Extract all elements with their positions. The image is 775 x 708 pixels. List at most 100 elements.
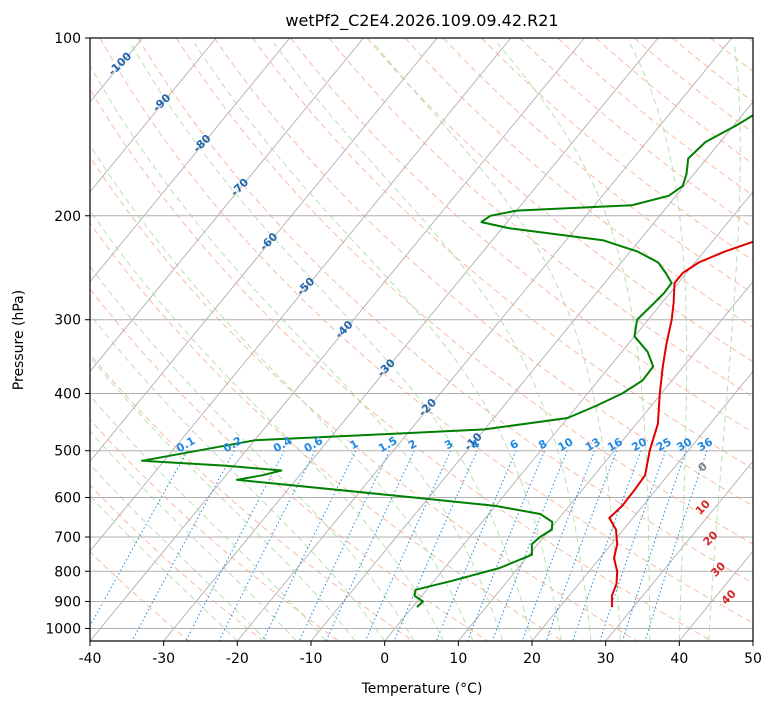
chart-title: wetPf2_C2E4.2026.109.09.42.R21 [285, 11, 558, 31]
moist-adiabat [708, 43, 741, 641]
mixing-ratio-line [185, 450, 285, 641]
line-labels: 0.1 0.2 0.4 0.6 1 1.5 2 3 4 6 8 10 13 16 20 25 30 36-100-… [106, 49, 739, 607]
x-tick-label: 10 [449, 651, 467, 667]
moist-adiabat [90, 430, 297, 641]
isotherm-line [90, 38, 585, 641]
mixing-ratio-label: 10 [556, 435, 576, 454]
mixing-ratio-label: 1.5 [376, 434, 399, 455]
y-tick-label: 300 [54, 313, 81, 329]
mixing-ratio-line [621, 450, 687, 641]
y-tick-label: 400 [54, 387, 81, 403]
dry-adiabat [366, 38, 753, 363]
x-axis-label: Temperature (°C) [361, 681, 483, 697]
dry-adiabat [213, 38, 753, 507]
x-tick-label: 20 [523, 651, 541, 667]
plot-frame [89, 37, 754, 642]
moist-adiabat [90, 144, 474, 641]
dry-adiabat [90, 288, 488, 641]
mixing-ratio-line [521, 450, 596, 641]
mixing-ratio-line [131, 450, 235, 641]
isotherm-line [90, 38, 512, 552]
isotherm-line [384, 191, 753, 641]
mixing-ratio-line [325, 450, 415, 641]
x-ticks: -40 -30 -20 -10 0 10 20 30 40 50 [79, 641, 762, 667]
x-tick-label: 30 [597, 651, 615, 667]
background-lines [90, 38, 753, 641]
mixing-ratio-line [435, 450, 517, 641]
dry-adiabat [90, 88, 712, 641]
moist-adiabat-label: 20 [701, 528, 721, 548]
mixing-ratio-line [599, 450, 667, 641]
isotherm-line [531, 370, 753, 641]
dewpoint-line [141, 113, 753, 608]
moist-adiabat [90, 64, 503, 641]
x-tick-label: -30 [152, 651, 175, 667]
pressure-grid [90, 37, 753, 629]
moist-adiabat [90, 313, 386, 641]
x-tick-label: -40 [79, 651, 102, 667]
moist-adiabat-label: 30 [708, 559, 728, 579]
dry-adiabat [137, 38, 753, 584]
y-tick-label: 500 [54, 444, 81, 460]
mixing-ratio-label: 25 [654, 435, 674, 454]
dry-adiabat [252, 38, 753, 470]
mixing-ratio-label: 16 [605, 435, 625, 454]
moist-adiabat [90, 394, 327, 641]
dry-adiabat [328, 38, 753, 398]
isotherm-line [678, 550, 753, 641]
y-tick-label: 900 [54, 594, 81, 610]
isotherm-line [236, 38, 733, 641]
isotherm-line [90, 38, 217, 193]
moist-adiabat-label: 10 [693, 497, 713, 517]
dry-adiabat [90, 484, 264, 641]
dry-adiabat [175, 38, 753, 545]
moist-adiabat [90, 209, 445, 641]
x-tick-label: 40 [670, 651, 688, 667]
mixing-ratio-label: 6 [508, 437, 521, 452]
temperature-line [608, 240, 753, 608]
y-tick-label: 700 [54, 530, 81, 546]
mixing-ratio-line [491, 450, 568, 641]
isotherm-label: -100 [106, 49, 135, 78]
mixing-ratio-label: 2 [406, 437, 419, 452]
moist-adiabat [629, 42, 688, 641]
y-tick-label: 200 [54, 209, 81, 225]
dry-adiabat [99, 38, 753, 624]
x-tick-label: 50 [744, 651, 762, 667]
mixing-ratio-label: 1 [348, 437, 361, 452]
dry-adiabat [90, 156, 638, 641]
x-tick-label: -10 [300, 651, 323, 667]
dry-adiabat [90, 222, 563, 641]
mixing-ratio-label: 20 [629, 435, 649, 454]
mixing-ratio-line [262, 450, 357, 641]
moist-adiabat [90, 356, 356, 641]
x-tick-label: -20 [226, 651, 249, 667]
moist-adiabat-label: 40 [719, 587, 739, 607]
moist-adiabat [273, 42, 592, 641]
x-tick-label: 0 [380, 651, 389, 667]
mixing-ratio-line [572, 450, 642, 641]
mixing-ratio-label: 30 [675, 435, 695, 454]
y-tick-label: 100 [54, 31, 81, 47]
isotherm-line [163, 38, 659, 641]
dry-adiabat [90, 550, 190, 641]
dry-adiabat [90, 353, 414, 641]
y-axis-label: Pressure (hPa) [11, 290, 27, 390]
dry-adiabat [519, 38, 753, 229]
isotherm-line [90, 38, 438, 463]
moist-adiabat [90, 463, 268, 641]
mixing-ratio-line [90, 450, 188, 628]
mixing-ratio-label: 8 [536, 437, 549, 452]
profile-series [141, 113, 753, 608]
isotherm-line [90, 38, 364, 373]
isotherm-line [752, 640, 753, 641]
mixing-ratio-label: 3 [442, 437, 455, 452]
mixing-ratio-line [393, 450, 478, 641]
moist-adiabat [90, 265, 415, 641]
moist-adiabat [373, 42, 621, 641]
y-tick-label: 800 [54, 564, 81, 580]
moist-adiabat [130, 42, 533, 641]
dry-adiabat [710, 38, 753, 73]
mixing-ratio-line [545, 450, 618, 641]
mixing-ratio-label: 13 [583, 435, 603, 454]
